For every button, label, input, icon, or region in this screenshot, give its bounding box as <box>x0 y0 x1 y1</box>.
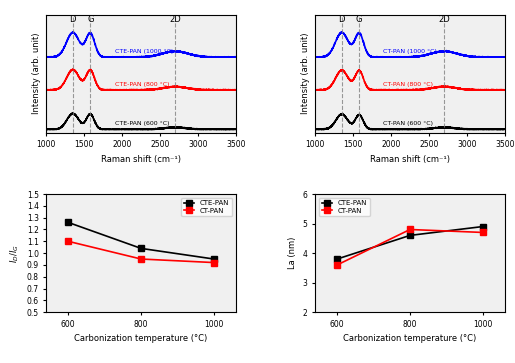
X-axis label: Raman shift (cm⁻¹): Raman shift (cm⁻¹) <box>370 155 450 164</box>
X-axis label: Raman shift (cm⁻¹): Raman shift (cm⁻¹) <box>101 155 181 164</box>
Text: G: G <box>356 15 363 24</box>
Text: CT-PAN (600 °C): CT-PAN (600 °C) <box>384 121 434 126</box>
Line: CT-PAN: CT-PAN <box>65 238 217 265</box>
Legend: CTE-PAN, CT-PAN: CTE-PAN, CT-PAN <box>181 197 232 216</box>
Text: CT-PAN (1000 °C): CT-PAN (1000 °C) <box>384 49 437 54</box>
CTE-PAN <box>211 257 217 261</box>
CTE-PAN <box>480 224 486 229</box>
Text: CTE-PAN (600 °C): CTE-PAN (600 °C) <box>114 121 169 126</box>
Y-axis label: Intensity (arb. unit): Intensity (arb. unit) <box>32 33 41 114</box>
Line: CTE-PAN: CTE-PAN <box>65 220 217 262</box>
X-axis label: Carbonization temperature (°C): Carbonization temperature (°C) <box>344 334 476 343</box>
CT-PAN <box>407 227 413 232</box>
Legend: CTE-PAN, CT-PAN: CTE-PAN, CT-PAN <box>319 197 370 216</box>
CTE-PAN <box>407 233 413 237</box>
Text: 2D: 2D <box>169 15 181 24</box>
Text: D: D <box>338 15 345 24</box>
Line: CT-PAN: CT-PAN <box>334 227 486 268</box>
Text: G: G <box>87 15 94 24</box>
Text: D: D <box>70 15 76 24</box>
CT-PAN <box>334 263 340 267</box>
X-axis label: Carbonization temperature (°C): Carbonization temperature (°C) <box>75 334 208 343</box>
CTE-PAN <box>138 246 144 250</box>
CT-PAN <box>65 239 71 244</box>
CTE-PAN <box>65 220 71 225</box>
Y-axis label: $I_D$/$I_G$: $I_D$/$I_G$ <box>9 244 21 262</box>
CT-PAN <box>211 260 217 265</box>
Text: CTE-PAN (1000 °C): CTE-PAN (1000 °C) <box>114 49 173 54</box>
CT-PAN <box>138 257 144 261</box>
Y-axis label: Intensity (arb. unit): Intensity (arb. unit) <box>301 33 310 114</box>
Text: 2D: 2D <box>438 15 450 24</box>
Y-axis label: La (nm): La (nm) <box>288 237 297 269</box>
CT-PAN <box>480 230 486 234</box>
Line: CTE-PAN: CTE-PAN <box>334 224 486 262</box>
Text: CTE-PAN (800 °C): CTE-PAN (800 °C) <box>114 82 169 87</box>
Text: CT-PAN (800 °C): CT-PAN (800 °C) <box>384 82 434 87</box>
CTE-PAN <box>334 257 340 261</box>
